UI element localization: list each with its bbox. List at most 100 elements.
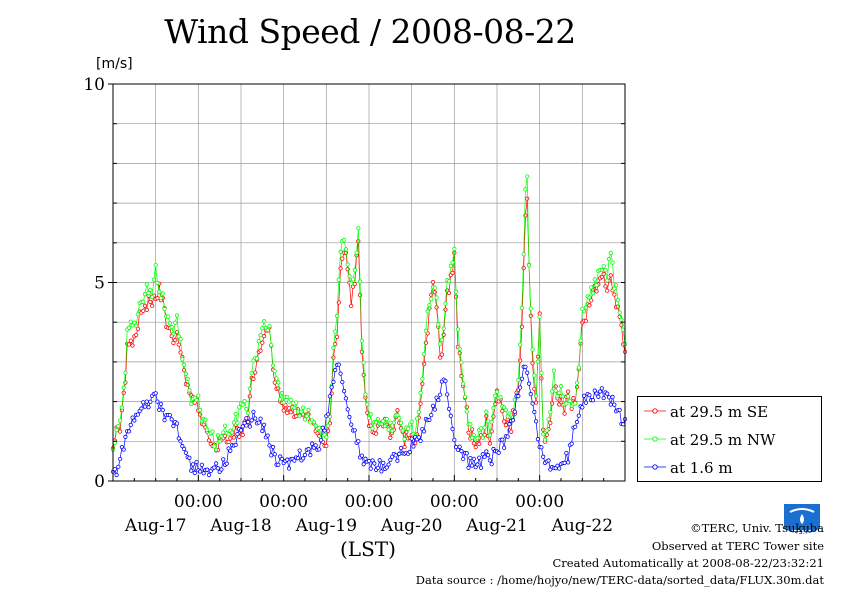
data-point bbox=[160, 407, 165, 413]
legend-marker-low bbox=[644, 464, 666, 470]
data-point bbox=[471, 432, 476, 438]
data-point bbox=[162, 306, 167, 311]
data-point bbox=[141, 308, 146, 313]
data-point bbox=[327, 394, 332, 399]
data-point bbox=[157, 407, 162, 412]
data-point bbox=[345, 262, 350, 267]
data-point bbox=[375, 465, 380, 470]
data-point bbox=[183, 450, 188, 455]
data-point bbox=[253, 370, 258, 375]
data-point bbox=[135, 412, 140, 417]
data-point bbox=[502, 419, 507, 424]
data-point bbox=[400, 428, 405, 433]
data-point bbox=[329, 385, 334, 390]
data-point bbox=[148, 299, 153, 305]
data-point bbox=[617, 407, 622, 413]
data-point bbox=[119, 405, 124, 410]
data-point bbox=[189, 401, 194, 407]
data-point bbox=[548, 420, 553, 426]
data-point bbox=[144, 282, 149, 287]
data-point bbox=[237, 405, 242, 410]
data-point bbox=[187, 455, 192, 460]
data-point bbox=[141, 400, 146, 405]
data-point bbox=[366, 415, 372, 421]
data-point bbox=[466, 465, 471, 470]
data-point bbox=[526, 263, 532, 268]
data-point bbox=[553, 388, 558, 393]
data-point bbox=[130, 415, 135, 420]
data-point bbox=[564, 450, 569, 456]
data-point bbox=[358, 279, 363, 284]
data-point bbox=[489, 419, 494, 425]
data-point bbox=[374, 431, 379, 436]
data-point bbox=[420, 376, 425, 382]
data-point bbox=[299, 409, 304, 414]
data-point bbox=[155, 296, 160, 301]
y-tick-label: 0 bbox=[94, 472, 105, 492]
data-point bbox=[338, 371, 343, 376]
data-point bbox=[301, 456, 306, 461]
data-point bbox=[507, 411, 512, 416]
data-point bbox=[192, 470, 197, 475]
data-point bbox=[429, 296, 434, 302]
data-point bbox=[279, 390, 284, 396]
data-point bbox=[352, 281, 357, 287]
svg-text:TERC: TERC bbox=[792, 529, 812, 537]
data-point bbox=[150, 294, 155, 300]
data-point bbox=[535, 437, 540, 442]
data-point bbox=[295, 456, 300, 461]
data-point bbox=[614, 283, 619, 288]
data-point bbox=[402, 444, 407, 450]
data-point bbox=[121, 385, 126, 390]
data-point bbox=[333, 367, 338, 373]
data-point bbox=[206, 438, 212, 443]
data-point bbox=[612, 286, 617, 291]
data-point bbox=[285, 457, 290, 462]
data-point bbox=[294, 400, 299, 405]
data-point bbox=[446, 290, 452, 296]
data-point bbox=[548, 410, 553, 415]
data-point bbox=[203, 417, 208, 422]
data-point bbox=[457, 444, 462, 449]
data-point bbox=[523, 213, 528, 218]
data-point bbox=[574, 419, 580, 425]
data-point bbox=[603, 284, 608, 289]
data-point bbox=[260, 326, 265, 331]
data-point bbox=[199, 462, 204, 467]
data-point bbox=[434, 295, 439, 300]
data-point bbox=[487, 433, 492, 438]
data-point bbox=[338, 249, 343, 254]
data-point bbox=[608, 402, 613, 407]
data-point bbox=[475, 462, 480, 467]
data-point bbox=[450, 260, 455, 265]
data-point bbox=[503, 423, 508, 428]
data-point bbox=[590, 398, 596, 403]
data-point bbox=[285, 394, 290, 399]
legend-marker-nw bbox=[644, 436, 666, 442]
data-point bbox=[118, 456, 123, 462]
data-point bbox=[317, 425, 322, 430]
data-point bbox=[194, 459, 199, 465]
data-point bbox=[606, 395, 612, 400]
data-point bbox=[416, 435, 421, 440]
data-point bbox=[308, 453, 313, 458]
data-point bbox=[301, 405, 306, 410]
data-point bbox=[507, 422, 512, 427]
data-point bbox=[251, 409, 256, 414]
data-point bbox=[352, 428, 357, 433]
data-point bbox=[599, 386, 604, 391]
data-point bbox=[573, 424, 578, 429]
legend-label-low: at 1.6 m bbox=[670, 459, 733, 477]
data-point bbox=[557, 402, 562, 407]
data-point bbox=[439, 352, 444, 357]
data-point bbox=[610, 260, 615, 265]
data-point bbox=[244, 416, 249, 421]
data-point bbox=[464, 451, 469, 456]
legend-label-nw: at 29.5 m NW bbox=[670, 431, 776, 449]
data-point bbox=[148, 399, 153, 404]
data-point bbox=[167, 321, 172, 326]
data-point bbox=[500, 409, 505, 414]
data-point bbox=[438, 341, 443, 347]
data-point bbox=[612, 402, 617, 407]
legend-label-se: at 29.5 m SE bbox=[670, 403, 769, 421]
